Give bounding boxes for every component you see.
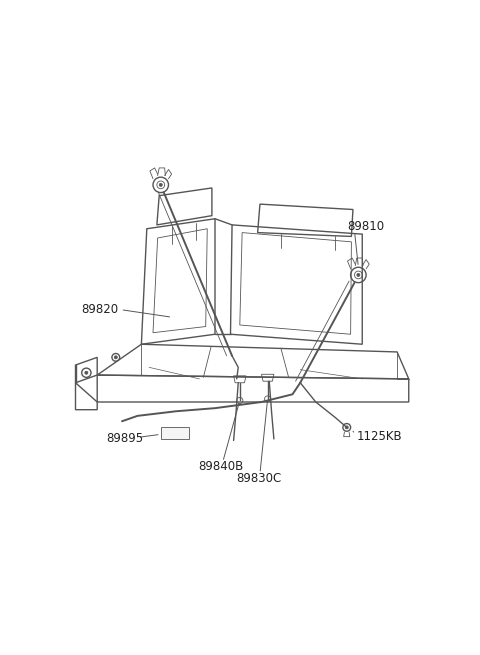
Circle shape — [85, 371, 88, 374]
Text: 89820: 89820 — [82, 303, 119, 316]
Circle shape — [345, 426, 348, 429]
Text: 89895: 89895 — [107, 432, 144, 445]
Text: 89810: 89810 — [347, 220, 384, 233]
Polygon shape — [161, 426, 189, 439]
Circle shape — [114, 356, 117, 359]
Text: 1125KB: 1125KB — [357, 430, 402, 443]
Text: 89840B: 89840B — [198, 460, 243, 473]
Circle shape — [357, 273, 360, 276]
Circle shape — [159, 183, 162, 187]
Text: 89830C: 89830C — [237, 472, 282, 485]
